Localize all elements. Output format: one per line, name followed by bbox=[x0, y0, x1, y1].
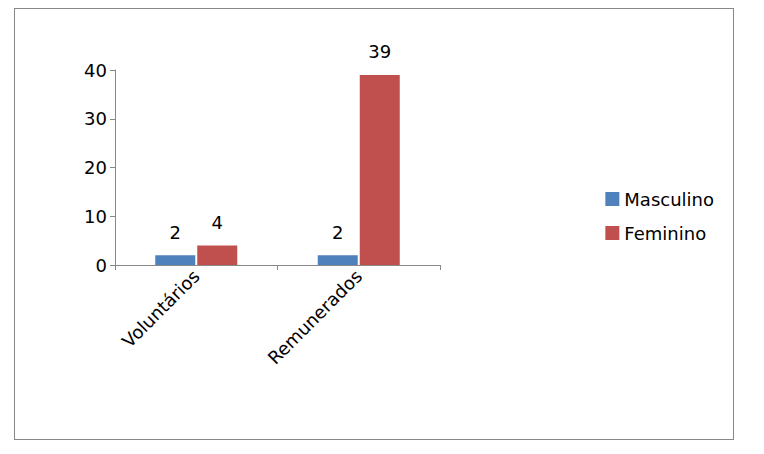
svg-text:Remunerados: Remunerados bbox=[263, 266, 366, 369]
svg-text:Voluntários: Voluntários bbox=[118, 266, 204, 352]
svg-text:30: 30 bbox=[84, 108, 107, 129]
svg-text:20: 20 bbox=[84, 157, 107, 178]
svg-text:40: 40 bbox=[84, 60, 107, 81]
svg-text:10: 10 bbox=[84, 206, 107, 227]
svg-text:Masculino: Masculino bbox=[624, 189, 714, 210]
svg-text:0: 0 bbox=[96, 255, 107, 276]
svg-text:39: 39 bbox=[368, 41, 391, 62]
svg-text:4: 4 bbox=[212, 212, 223, 233]
svg-text:2: 2 bbox=[332, 222, 343, 243]
svg-text:Feminino: Feminino bbox=[624, 223, 706, 244]
svg-text:2: 2 bbox=[170, 222, 181, 243]
